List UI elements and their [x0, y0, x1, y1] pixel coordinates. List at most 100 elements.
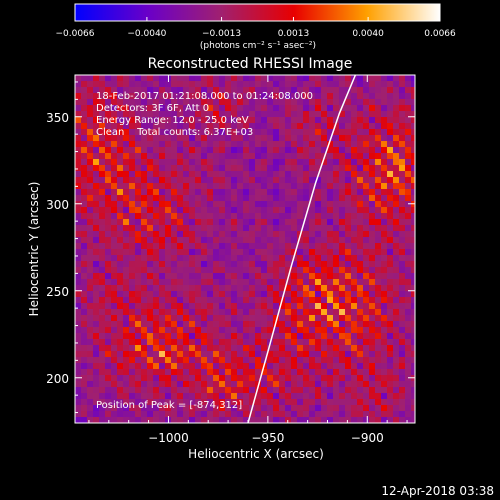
image-pixel	[141, 99, 147, 105]
image-pixel	[201, 309, 207, 315]
image-pixel	[153, 339, 159, 345]
image-pixel	[201, 135, 207, 141]
image-pixel	[399, 231, 405, 237]
image-pixel	[267, 105, 273, 111]
image-pixel	[273, 117, 279, 123]
image-pixel	[387, 333, 393, 339]
image-pixel	[135, 321, 141, 327]
image-pixel	[189, 279, 195, 285]
image-pixel	[357, 147, 363, 153]
image-pixel	[93, 171, 99, 177]
image-pixel	[375, 405, 381, 411]
image-pixel	[375, 279, 381, 285]
image-pixel	[255, 87, 261, 93]
image-pixel	[321, 345, 327, 351]
image-pixel	[105, 375, 111, 381]
image-pixel	[231, 333, 237, 339]
image-pixel	[183, 171, 189, 177]
image-pixel	[315, 261, 321, 267]
image-pixel	[75, 225, 81, 231]
image-pixel	[381, 399, 387, 405]
image-pixel	[273, 207, 279, 213]
image-pixel	[285, 255, 291, 261]
image-pixel	[81, 291, 87, 297]
image-pixel	[177, 225, 183, 231]
image-pixel	[141, 135, 147, 141]
image-pixel	[135, 309, 141, 315]
image-pixel	[243, 351, 249, 357]
image-pixel	[363, 249, 369, 255]
image-pixel	[279, 87, 285, 93]
image-pixel	[171, 405, 177, 411]
image-pixel	[153, 117, 159, 123]
image-pixel	[381, 411, 387, 417]
image-pixel	[285, 99, 291, 105]
image-pixel	[189, 195, 195, 201]
image-pixel	[387, 213, 393, 219]
image-pixel	[333, 225, 339, 231]
image-pixel	[315, 153, 321, 159]
image-pixel	[315, 417, 321, 423]
image-pixel	[309, 123, 315, 129]
image-pixel	[321, 135, 327, 141]
image-pixel	[309, 225, 315, 231]
image-pixel	[321, 99, 327, 105]
image-pixel	[165, 123, 171, 129]
image-pixel	[105, 195, 111, 201]
image-pixel	[315, 273, 321, 279]
image-pixel	[183, 75, 189, 81]
image-pixel	[237, 87, 243, 93]
image-pixel	[261, 387, 267, 393]
image-pixel	[285, 375, 291, 381]
image-pixel	[291, 375, 297, 381]
image-pixel	[405, 339, 411, 345]
image-pixel	[195, 231, 201, 237]
image-pixel	[279, 111, 285, 117]
image-pixel	[105, 345, 111, 351]
image-pixel	[201, 111, 207, 117]
image-pixel	[141, 165, 147, 171]
image-pixel	[225, 111, 231, 117]
image-pixel	[387, 87, 393, 93]
image-pixel	[411, 177, 415, 183]
image-pixel	[219, 405, 225, 411]
image-pixel	[171, 411, 177, 417]
image-pixel	[105, 363, 111, 369]
image-pixel	[399, 249, 405, 255]
image-pixel	[399, 165, 405, 171]
image-pixel	[213, 225, 219, 231]
image-pixel	[345, 177, 351, 183]
colorbar-strip	[74, 3, 441, 22]
image-pixel	[363, 189, 369, 195]
image-pixel	[375, 147, 381, 153]
image-pixel	[333, 417, 339, 423]
image-pixel	[399, 219, 405, 225]
image-pixel	[273, 369, 279, 375]
image-pixel	[375, 201, 381, 207]
image-pixel	[123, 393, 129, 399]
image-pixel	[219, 201, 225, 207]
image-pixel	[123, 117, 129, 123]
image-pixel	[129, 117, 135, 123]
image-pixel	[249, 255, 255, 261]
image-pixel	[369, 237, 375, 243]
image-pixel	[207, 219, 213, 225]
image-pixel	[183, 93, 189, 99]
image-pixel	[171, 105, 177, 111]
image-pixel	[207, 321, 213, 327]
image-pixel	[357, 351, 363, 357]
image-pixel	[213, 237, 219, 243]
image-pixel	[75, 363, 81, 369]
image-pixel	[369, 225, 375, 231]
image-pixel	[285, 81, 291, 87]
image-pixel	[195, 321, 201, 327]
image-pixel	[285, 249, 291, 255]
image-pixel	[219, 399, 225, 405]
image-pixel	[111, 225, 117, 231]
image-pixel	[141, 333, 147, 339]
image-pixel	[333, 111, 339, 117]
image-pixel	[381, 261, 387, 267]
image-pixel	[333, 339, 339, 345]
image-pixel	[249, 147, 255, 153]
image-pixel	[105, 417, 111, 423]
